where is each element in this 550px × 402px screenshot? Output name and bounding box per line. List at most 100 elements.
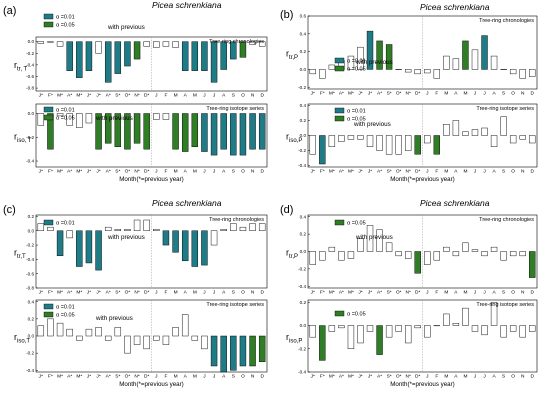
month-label: D* [415,91,420,97]
month-label: N [251,169,255,175]
month-label: J* [358,290,362,296]
bar [452,251,460,257]
month-label: M [444,374,448,380]
month-label: J [213,290,216,296]
month-label: S* [115,374,120,380]
month-label: D [530,290,534,296]
month-label: N* [134,93,139,99]
bar [338,135,345,142]
bar [309,135,316,155]
month-label: D* [415,169,420,175]
month-label: N* [406,169,411,175]
bar [414,325,421,329]
legend-swatch [43,219,54,226]
bar [529,135,536,144]
bar [509,325,517,332]
y-tick-label: 0.2 [300,49,307,54]
chart-g: 0.4 0.2 0.0 -0.2 -0.4 J* F* M* A* M* J* J* A* S* O* N* D… [14,299,268,388]
species-title: Picea schrenkiana [152,198,222,208]
bar [376,40,383,70]
month-label: M* [348,374,354,380]
month-label: F* [320,290,325,296]
bar [433,69,440,79]
bar [95,327,102,337]
bar [172,41,179,48]
month-label: A* [106,169,111,175]
month-label: A [184,169,188,175]
bar [181,314,189,337]
bar [452,323,460,326]
y-tick-label: 0.2 [300,300,307,305]
bar [85,41,93,71]
bar [76,230,83,267]
panel-label: (b) [280,9,293,21]
month-label: D [260,93,264,99]
bar [433,135,440,155]
chart-h: 0.20.0-0.2-0.4J* F* M* A* M* J* J* A* S* O* N* D* J F… [286,299,538,388]
month-label: A* [106,374,111,380]
month-label: D [260,169,264,175]
bar [95,113,102,150]
y-tick-label: 0.4 [28,299,35,304]
x-axis-label: Month(*=previous year) [390,381,454,388]
y-tick-label: 0.0 [300,323,307,328]
month-label: M* [329,290,335,296]
y-tick-label: -0.4 [298,163,306,168]
bar [133,219,141,231]
bar [443,246,450,252]
legend-swatch [43,106,54,113]
y-axis-label: rtr, T [14,60,28,73]
y-tick-label: -0.8 [26,86,34,91]
bar [114,41,122,74]
month-label: A* [106,93,111,99]
y-tick-label: -0.2 [298,85,306,90]
month-label: O [241,169,245,175]
panel-label: (d) [280,204,293,216]
bar [347,135,355,140]
bar [319,251,326,261]
bar [462,40,469,70]
month-label: A [222,169,226,175]
month-label: A* [377,169,382,175]
month-label: D [530,169,534,175]
month-label: J* [368,374,372,380]
comparison-label: with previous [95,115,133,122]
month-label: J* [87,290,91,296]
month-label: O* [125,290,131,296]
y-tick-label: 0.4 [300,31,307,36]
month-label: S [232,374,235,380]
month-label: J [474,290,477,296]
month-label: J [426,91,429,97]
legend-label: α =0.01 [56,221,75,227]
month-label: A* [377,374,382,380]
month-label: O [511,169,515,175]
month-label: A* [67,93,72,99]
y-tick-label: -0.4 [298,370,306,375]
x-axis-label: Month(*=previous year) [390,176,454,183]
month-label: A [492,290,496,296]
month-label: M [174,93,178,99]
bar [172,230,179,253]
bar [357,238,364,252]
bar [133,335,141,345]
legend-label: α =0.01 [56,305,75,311]
bar [47,41,54,43]
month-label: J [483,169,486,175]
month-label: J* [368,290,372,296]
month-label: F* [48,169,53,175]
month-label: S* [387,374,392,380]
bar [66,113,73,126]
y-tick-label: -0.4 [298,284,306,289]
bar [424,325,431,338]
bar [181,113,189,152]
bar [76,113,83,128]
bar [85,113,93,124]
month-label: O [241,374,245,380]
legend-label: α =0.01 [347,109,366,115]
bar [309,69,316,75]
month-label: M [174,290,178,296]
bar [76,41,83,78]
bar [328,64,336,70]
bar [385,242,393,252]
bar [201,335,208,350]
